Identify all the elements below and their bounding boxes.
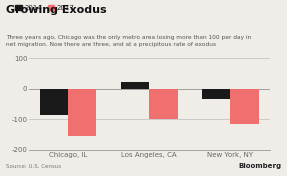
Text: Three years ago, Chicago was the only metro area losing more than 100 per day in: Three years ago, Chicago was the only me… bbox=[6, 35, 251, 47]
Bar bbox=[149, 89, 178, 119]
Text: Bloomberg: Bloomberg bbox=[238, 163, 281, 169]
Bar bbox=[68, 89, 96, 136]
Bar bbox=[202, 89, 230, 99]
Bar bbox=[40, 89, 68, 115]
Text: Source: U.S. Census: Source: U.S. Census bbox=[6, 164, 61, 169]
Bar bbox=[230, 89, 259, 124]
Text: Growing Exodus: Growing Exodus bbox=[6, 5, 106, 15]
Legend: 2014, 2017: 2014, 2017 bbox=[15, 5, 75, 11]
Bar bbox=[121, 83, 149, 89]
